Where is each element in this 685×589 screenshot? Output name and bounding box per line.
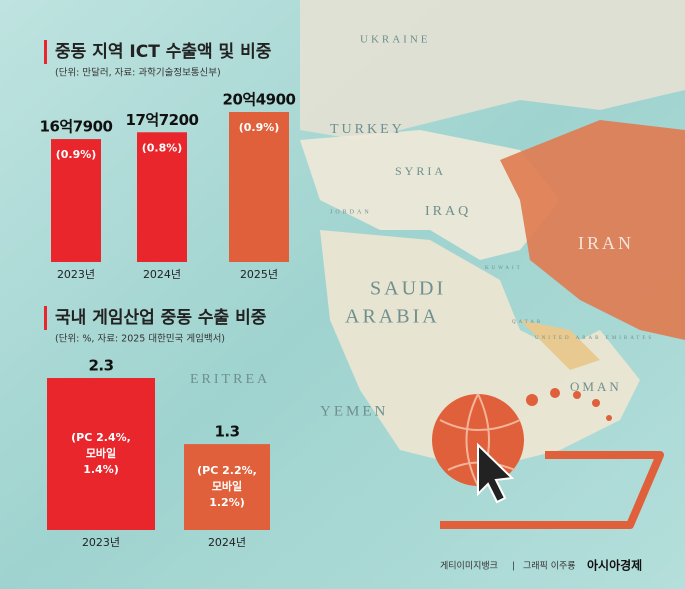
- share-label: (0.9%): [239, 121, 280, 134]
- map-label: JORDAN: [330, 209, 372, 215]
- breakdown-label: 1.4%): [83, 463, 119, 476]
- title-marker: [44, 40, 47, 64]
- map-label: TURKEY: [330, 122, 405, 137]
- value-label: 16억7900: [40, 118, 113, 136]
- map-label: KUWAIT: [485, 266, 523, 271]
- breakdown-label: (PC 2.2%,: [197, 464, 257, 477]
- bar: [47, 378, 155, 530]
- bar: [51, 139, 101, 262]
- map-label: ARABIA: [345, 306, 440, 328]
- map-label: QATAR: [512, 320, 543, 325]
- chart-subtitle: (단위: 만달러, 자료: 과학기술정보통신부): [55, 67, 221, 79]
- map-label: ERITREA: [190, 372, 270, 387]
- breakdown-label: 1.2%): [209, 496, 245, 509]
- title-marker: [44, 306, 47, 330]
- map-label: YEMEN: [320, 403, 388, 419]
- map-label: IRAQ: [425, 204, 471, 219]
- category-label: 2024년: [208, 536, 246, 549]
- chart-subtitle: (단위: %, 자료: 2025 대한민국 게임백서): [55, 333, 225, 345]
- value-label: 2.3: [88, 357, 113, 375]
- map-label: SYRIA: [395, 164, 446, 178]
- chart-title: 중동 지역 ICT 수출액 및 비중: [55, 42, 272, 62]
- credit-photo: 게티이미지뱅크: [440, 561, 498, 572]
- category-label: 2023년: [57, 268, 95, 281]
- map: TURKEY UKRAINE SYRIA IRAQ IRAN SAUDI ARA…: [190, 0, 685, 470]
- bar: [229, 112, 289, 262]
- category-label: 2025년: [240, 268, 278, 281]
- category-label: 2024년: [143, 268, 181, 281]
- share-label: (0.8%): [142, 141, 183, 154]
- credit-graphic: 그래픽 이주룡: [523, 561, 576, 572]
- bar: [137, 132, 187, 262]
- separator: |: [512, 562, 515, 572]
- map-label: UKRAINE: [360, 34, 431, 46]
- breakdown-label: 모바일: [212, 479, 242, 493]
- value-label: 17억7200: [126, 111, 199, 129]
- breakdown-label: (PC 2.4%,: [71, 431, 131, 444]
- category-label: 2023년: [82, 536, 120, 549]
- value-label: 20억4900: [223, 91, 296, 109]
- map-label: OMAN: [570, 379, 622, 394]
- bar: [184, 444, 270, 530]
- chart-title: 국내 게임산업 중동 수출 비중: [55, 307, 267, 328]
- credits: 게티이미지뱅크 | 그래픽 이주룡 아시아경제: [440, 558, 642, 573]
- credit-publisher: 아시아경제: [587, 558, 642, 573]
- map-label: SAUDI: [370, 278, 446, 300]
- map-label: IRAN: [578, 233, 634, 253]
- value-label: 1.3: [214, 423, 239, 441]
- icon: [432, 388, 664, 529]
- share-label: (0.9%): [56, 148, 97, 161]
- map-label: UNITED ARAB EMIRATES: [535, 336, 654, 341]
- breakdown-label: 모바일: [86, 446, 116, 460]
